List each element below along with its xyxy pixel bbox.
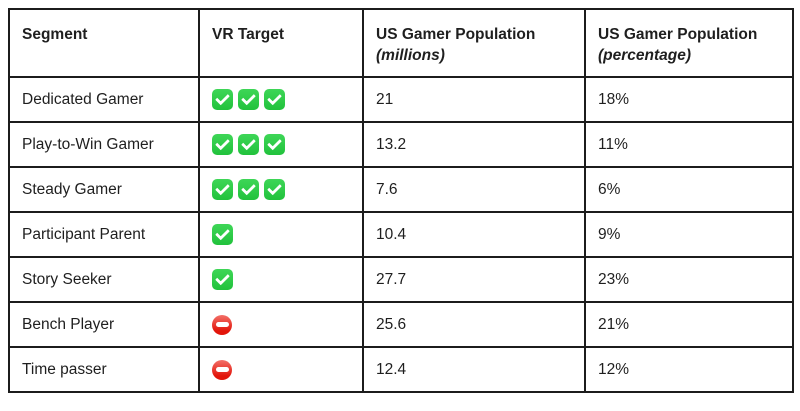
check-icon [238,179,259,200]
millions-cell: 21 [362,76,586,123]
segment-cell: Participant Parent [8,211,200,258]
percentage-cell: 11% [584,121,794,168]
check-icon [212,134,233,155]
table-row: Dedicated Gamer 21 18% [8,76,794,123]
column-header-sublabel: (percentage) [598,47,692,65]
vr-target-cell [198,211,364,258]
table-row: Participant Parent 10.4 9% [8,211,794,258]
table-row: Steady Gamer 7.6 6% [8,166,794,213]
column-header-segment: Segment [8,8,200,78]
percentage-cell: 23% [584,256,794,303]
vr-target-icons [212,359,232,380]
column-header-population-millions: US Gamer Population (millions) [362,8,586,78]
column-header-vr-target: VR Target [198,8,364,78]
check-icon [238,89,259,110]
check-icon [238,134,259,155]
millions-cell: 10.4 [362,211,586,258]
vr-target-cell [198,346,364,393]
millions-cell: 7.6 [362,166,586,213]
header-row: Segment VR Target US Gamer Population (m… [8,8,794,78]
check-icon [212,269,233,290]
percentage-cell: 9% [584,211,794,258]
column-header-label: Segment [22,26,88,43]
vr-target-cell [198,301,364,348]
segment-cell: Play-to-Win Gamer [8,121,200,168]
check-icon [212,179,233,200]
percentage-cell: 18% [584,76,794,123]
segment-cell: Story Seeker [8,256,200,303]
no-entry-icon [212,314,232,335]
table-row: Bench Player 25.6 21% [8,301,794,348]
segment-cell: Time passer [8,346,200,393]
gamer-segmentation-table: Segment VR Target US Gamer Population (m… [8,8,794,393]
vr-target-icons [212,89,285,110]
check-icon [212,224,233,245]
column-header-label: US Gamer Population [598,26,758,43]
check-icon [264,89,285,110]
table-row: Story Seeker 27.7 23% [8,256,794,303]
segment-cell: Steady Gamer [8,166,200,213]
segment-cell: Bench Player [8,301,200,348]
vr-target-icons [212,134,285,155]
vr-target-icons [212,269,233,290]
table-row: Time passer 12.4 12% [8,346,794,393]
percentage-cell: 6% [584,166,794,213]
vr-target-icons [212,179,285,200]
millions-cell: 25.6 [362,301,586,348]
check-icon [212,89,233,110]
vr-target-icons [212,314,232,335]
column-header-label: US Gamer Population [376,26,536,43]
column-header-sublabel: (millions) [376,47,445,65]
percentage-cell: 21% [584,301,794,348]
check-icon [264,179,285,200]
vr-target-icons [212,224,233,245]
check-icon [264,134,285,155]
no-entry-icon [212,359,232,380]
vr-target-cell [198,256,364,303]
vr-target-cell [198,121,364,168]
millions-cell: 13.2 [362,121,586,168]
segment-cell: Dedicated Gamer [8,76,200,123]
percentage-cell: 12% [584,346,794,393]
vr-target-cell [198,76,364,123]
millions-cell: 12.4 [362,346,586,393]
column-header-label: VR Target [212,26,285,43]
vr-target-cell [198,166,364,213]
column-header-population-percentage: US Gamer Population (percentage) [584,8,794,78]
table-row: Play-to-Win Gamer 13.2 11% [8,121,794,168]
millions-cell: 27.7 [362,256,586,303]
